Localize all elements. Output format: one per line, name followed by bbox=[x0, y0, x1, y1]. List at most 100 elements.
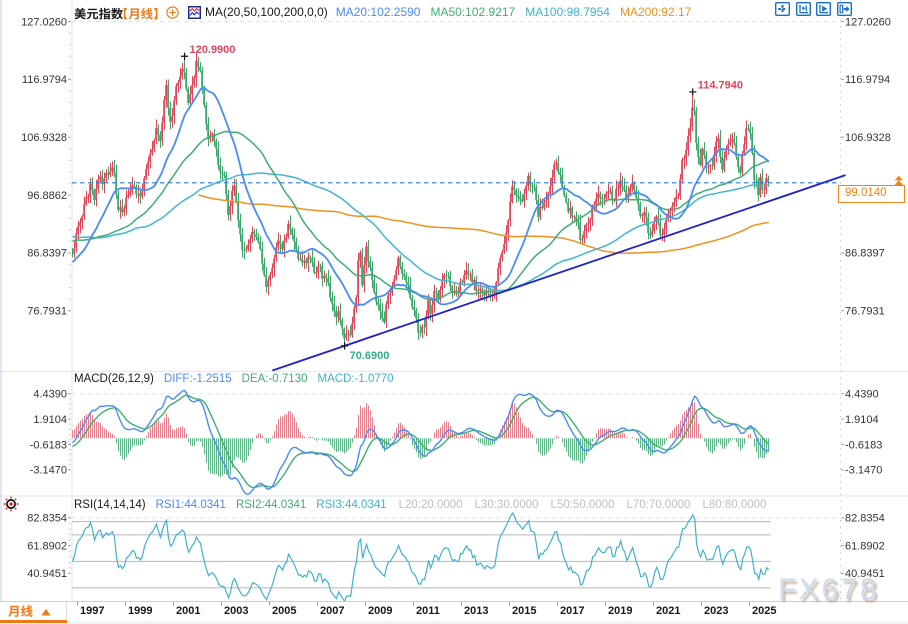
diff-line bbox=[72, 389, 770, 495]
y-axis-label: -0.6183 bbox=[30, 439, 67, 451]
cjk-glyph bbox=[111, 7, 123, 20]
candle-body bbox=[103, 178, 105, 185]
candle-body bbox=[727, 143, 729, 150]
add-indicator-icon[interactable] bbox=[166, 5, 179, 19]
y-axis-label-right: 1.9104 bbox=[845, 414, 879, 426]
candle-body bbox=[283, 240, 285, 250]
icon-shape bbox=[6, 499, 16, 509]
candle-body bbox=[499, 258, 501, 268]
candle-body bbox=[533, 186, 535, 188]
y-axis-label: 4.4390 bbox=[33, 389, 67, 401]
candle-body bbox=[177, 82, 179, 87]
x-axis: 1997 1999 2001 2003 2005 2007 2009 2011 2013 2015… bbox=[77, 601, 776, 617]
candle-body bbox=[527, 175, 529, 186]
candle-body bbox=[495, 282, 497, 294]
period-selector[interactable] bbox=[0, 601, 67, 621]
candle-body bbox=[191, 84, 193, 95]
ma20-value-label: MA20:102.2590 bbox=[335, 5, 421, 19]
candle-body bbox=[363, 265, 365, 286]
candle-body bbox=[289, 223, 291, 229]
candle-body bbox=[335, 310, 337, 318]
candle-body bbox=[151, 149, 153, 154]
candle-body bbox=[535, 187, 537, 201]
chart-type-icon[interactable] bbox=[188, 5, 201, 19]
candle-body bbox=[229, 206, 231, 216]
candle-body bbox=[697, 143, 699, 157]
candle-body bbox=[157, 128, 159, 135]
candle-body bbox=[525, 185, 527, 194]
candle-body bbox=[235, 185, 237, 201]
candle-body bbox=[327, 278, 329, 283]
candle-body bbox=[743, 144, 745, 155]
candle-body bbox=[519, 196, 521, 200]
ma200-value-label: MA200:92.17 bbox=[619, 5, 692, 19]
candle-body bbox=[287, 223, 289, 238]
rsi3-value-label: RSI3:44.0341 bbox=[316, 499, 387, 511]
candle-body bbox=[421, 326, 423, 333]
candle-body bbox=[385, 304, 387, 323]
candle-body bbox=[311, 258, 313, 262]
candle-body bbox=[259, 241, 261, 249]
macd-hist-label: MACD:-1.0770 bbox=[317, 373, 394, 385]
pan-crosshair-icon[interactable] bbox=[775, 2, 790, 16]
chart-element bbox=[893, 180, 904, 186]
candle-body bbox=[107, 173, 109, 176]
rsi-l80-label: L80:80.0000 bbox=[702, 499, 767, 511]
cjk-glyph bbox=[74, 7, 87, 20]
y-axis-label: 82.8354 bbox=[27, 513, 67, 525]
candle-body bbox=[285, 237, 287, 241]
grid-line bbox=[69, 229, 71, 231]
candle-body bbox=[731, 139, 733, 142]
candle-body bbox=[629, 188, 631, 195]
candle-body bbox=[427, 300, 429, 317]
grid-line bbox=[69, 298, 71, 300]
candle-body bbox=[383, 318, 385, 323]
candle-body bbox=[337, 311, 339, 318]
candle-body bbox=[137, 193, 139, 195]
macd-dea-label: DEA:-0.7130 bbox=[241, 373, 308, 385]
candle-body bbox=[159, 134, 161, 141]
macd-diff-label: DIFF:-1.2515 bbox=[163, 373, 232, 385]
jump-to-latest-icon[interactable] bbox=[836, 2, 852, 16]
candle-body bbox=[579, 222, 581, 240]
candle-body bbox=[347, 333, 349, 335]
x-axis-year-label: 2001 bbox=[176, 605, 200, 617]
candle-body bbox=[333, 304, 335, 311]
candle-body bbox=[403, 273, 405, 277]
x-axis-year-label: 2023 bbox=[704, 605, 728, 617]
y-axis-label: 116.9794 bbox=[22, 74, 67, 86]
candle-body bbox=[417, 318, 419, 333]
grid-line bbox=[69, 567, 71, 569]
candle-body bbox=[183, 68, 185, 73]
candle-body bbox=[705, 155, 707, 168]
candle-body bbox=[673, 201, 675, 207]
y-axis-label-right: 127.0260 bbox=[845, 16, 891, 28]
trend-line bbox=[272, 174, 846, 372]
candle-body bbox=[477, 290, 479, 292]
indicator-settings-sun-icon[interactable] bbox=[3, 496, 19, 512]
annotation-price-label: 70.6900 bbox=[350, 350, 390, 362]
candle-body bbox=[489, 293, 491, 296]
candle-body bbox=[213, 133, 215, 141]
icon-shape bbox=[189, 10, 200, 16]
candle-body bbox=[317, 265, 319, 273]
x-axis-year-label: 2015 bbox=[512, 605, 536, 617]
y-axis-label-right: 76.7931 bbox=[845, 306, 885, 318]
candle-body bbox=[509, 201, 511, 221]
candle-body bbox=[719, 138, 721, 157]
candle-body bbox=[595, 198, 597, 206]
candle-body bbox=[505, 232, 507, 244]
grid-line bbox=[69, 217, 71, 219]
rsi2-value-label: RSI2:44.0341 bbox=[235, 499, 307, 511]
symbol-title bbox=[74, 7, 158, 20]
candle-body bbox=[739, 167, 741, 173]
scroll-forward-icon[interactable] bbox=[816, 2, 832, 16]
grid-line bbox=[69, 522, 71, 525]
fit-x-axis-icon[interactable] bbox=[795, 2, 811, 16]
candle-body bbox=[529, 175, 531, 186]
candle-body bbox=[129, 191, 131, 195]
candle-body bbox=[295, 241, 297, 250]
candle-body bbox=[635, 190, 637, 198]
